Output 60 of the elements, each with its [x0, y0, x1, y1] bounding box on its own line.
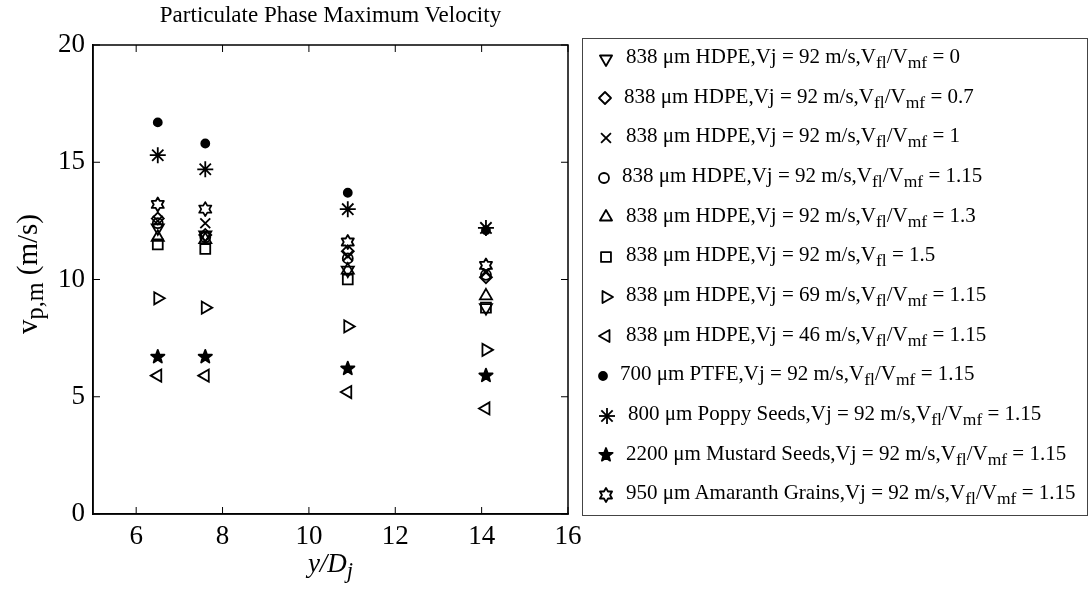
- point: [150, 229, 165, 242]
- point: [151, 238, 164, 251]
- legend-label: 838 μm HDPE,Vj = 92 m/s,V$_{fl}$/V$_{mf}$ = 1.15: [622, 162, 983, 192]
- point: [198, 201, 213, 218]
- point: [199, 217, 212, 230]
- point: [340, 262, 355, 275]
- point: [200, 138, 211, 149]
- legend-label: 950 μm Amaranth Grains,Vj = 92 m/s,V$_{fl}$/V$_{mf}$ = 1.15: [626, 480, 1076, 509]
- legend-label: 838 μm HDPE,Vj = 92 m/s,V$_{fl}$/V$_{mf}$ = 0.7: [624, 83, 974, 112]
- point: [197, 368, 210, 383]
- x-tick-label: 16: [554, 520, 582, 551]
- point: [343, 319, 356, 334]
- chart-title: Particulate Phase Maximum Velocity: [158, 2, 503, 28]
- point: [149, 368, 163, 383]
- x-tick-label: 10: [295, 520, 323, 551]
- x-tick-label: 6: [129, 520, 143, 551]
- legend-label: 700 μm PTFE,Vj = 92 m/s,V$_{fl}$/V$_{mf}$ = 1.15: [620, 361, 975, 390]
- y-tick-label: 15: [58, 145, 85, 176]
- point: [340, 234, 355, 250]
- point: [150, 211, 165, 226]
- point: [150, 348, 166, 364]
- point: [340, 265, 355, 279]
- point: [481, 225, 491, 236]
- point: [479, 270, 493, 285]
- x-tick-label: 12: [381, 520, 409, 551]
- point: [478, 367, 494, 383]
- point: [196, 160, 215, 179]
- point: [340, 360, 356, 376]
- point: [150, 196, 165, 213]
- legend-label: 838 μm HDPE,Vj = 92 m/s,V$_{fl}$ = 1.5: [626, 242, 936, 271]
- legend-label: 838 μm HDPE,Vj = 92 m/s,V$_{fl}$/V$_{mf}$ = 1: [626, 123, 961, 152]
- legend-label: 838 μm HDPE,Vj = 46 m/s,V$_{fl}$/V$_{mf}$ = 1.15: [626, 321, 987, 350]
- y-tick-label: 10: [58, 262, 85, 293]
- point: [341, 273, 354, 286]
- point: [340, 244, 355, 259]
- point: [478, 288, 493, 301]
- point: [477, 219, 495, 237]
- point: [338, 200, 357, 219]
- point: [200, 300, 214, 315]
- legend-label: 838 μm HDPE,Vj = 69 m/s,V$_{fl}$/V$_{mf}$ = 1.15: [626, 281, 987, 311]
- legend-label: 800 μm Poppy Seeds,Vj = 92 m/s,V$_{fl}$/V$_{mf}$ = 1.15: [628, 400, 1042, 430]
- y-tick-label: 0: [71, 497, 85, 528]
- point: [197, 348, 213, 364]
- point: [148, 146, 167, 165]
- legend-label: 838 μm HDPE,Vj = 92 m/s,V$_{fl}$/V$_{mf}$ = 1.3: [626, 202, 976, 231]
- legend-label: 838 μm HDPE,Vj = 92 m/s,V$_{fl}$/V$_{mf}$ = 0: [626, 43, 961, 73]
- x-tick-label: 14: [468, 520, 496, 551]
- point: [152, 117, 163, 128]
- x-tick-label: 8: [215, 520, 230, 551]
- y-tick-label: 5: [71, 379, 85, 410]
- point: [150, 223, 165, 236]
- point: [478, 401, 491, 416]
- point: [342, 187, 353, 198]
- legend-label: 2200 μm Mustard Seeds,Vj = 92 m/s,V$_{fl}$/V$_{mf}$ = 1.15: [626, 440, 1067, 469]
- y-tick-label: 20: [58, 28, 85, 59]
- point: [153, 291, 166, 306]
- x-axis-title: y/D$_{j}$: [307, 548, 354, 584]
- point: [481, 342, 494, 357]
- point: [339, 385, 353, 400]
- point: [199, 243, 212, 255]
